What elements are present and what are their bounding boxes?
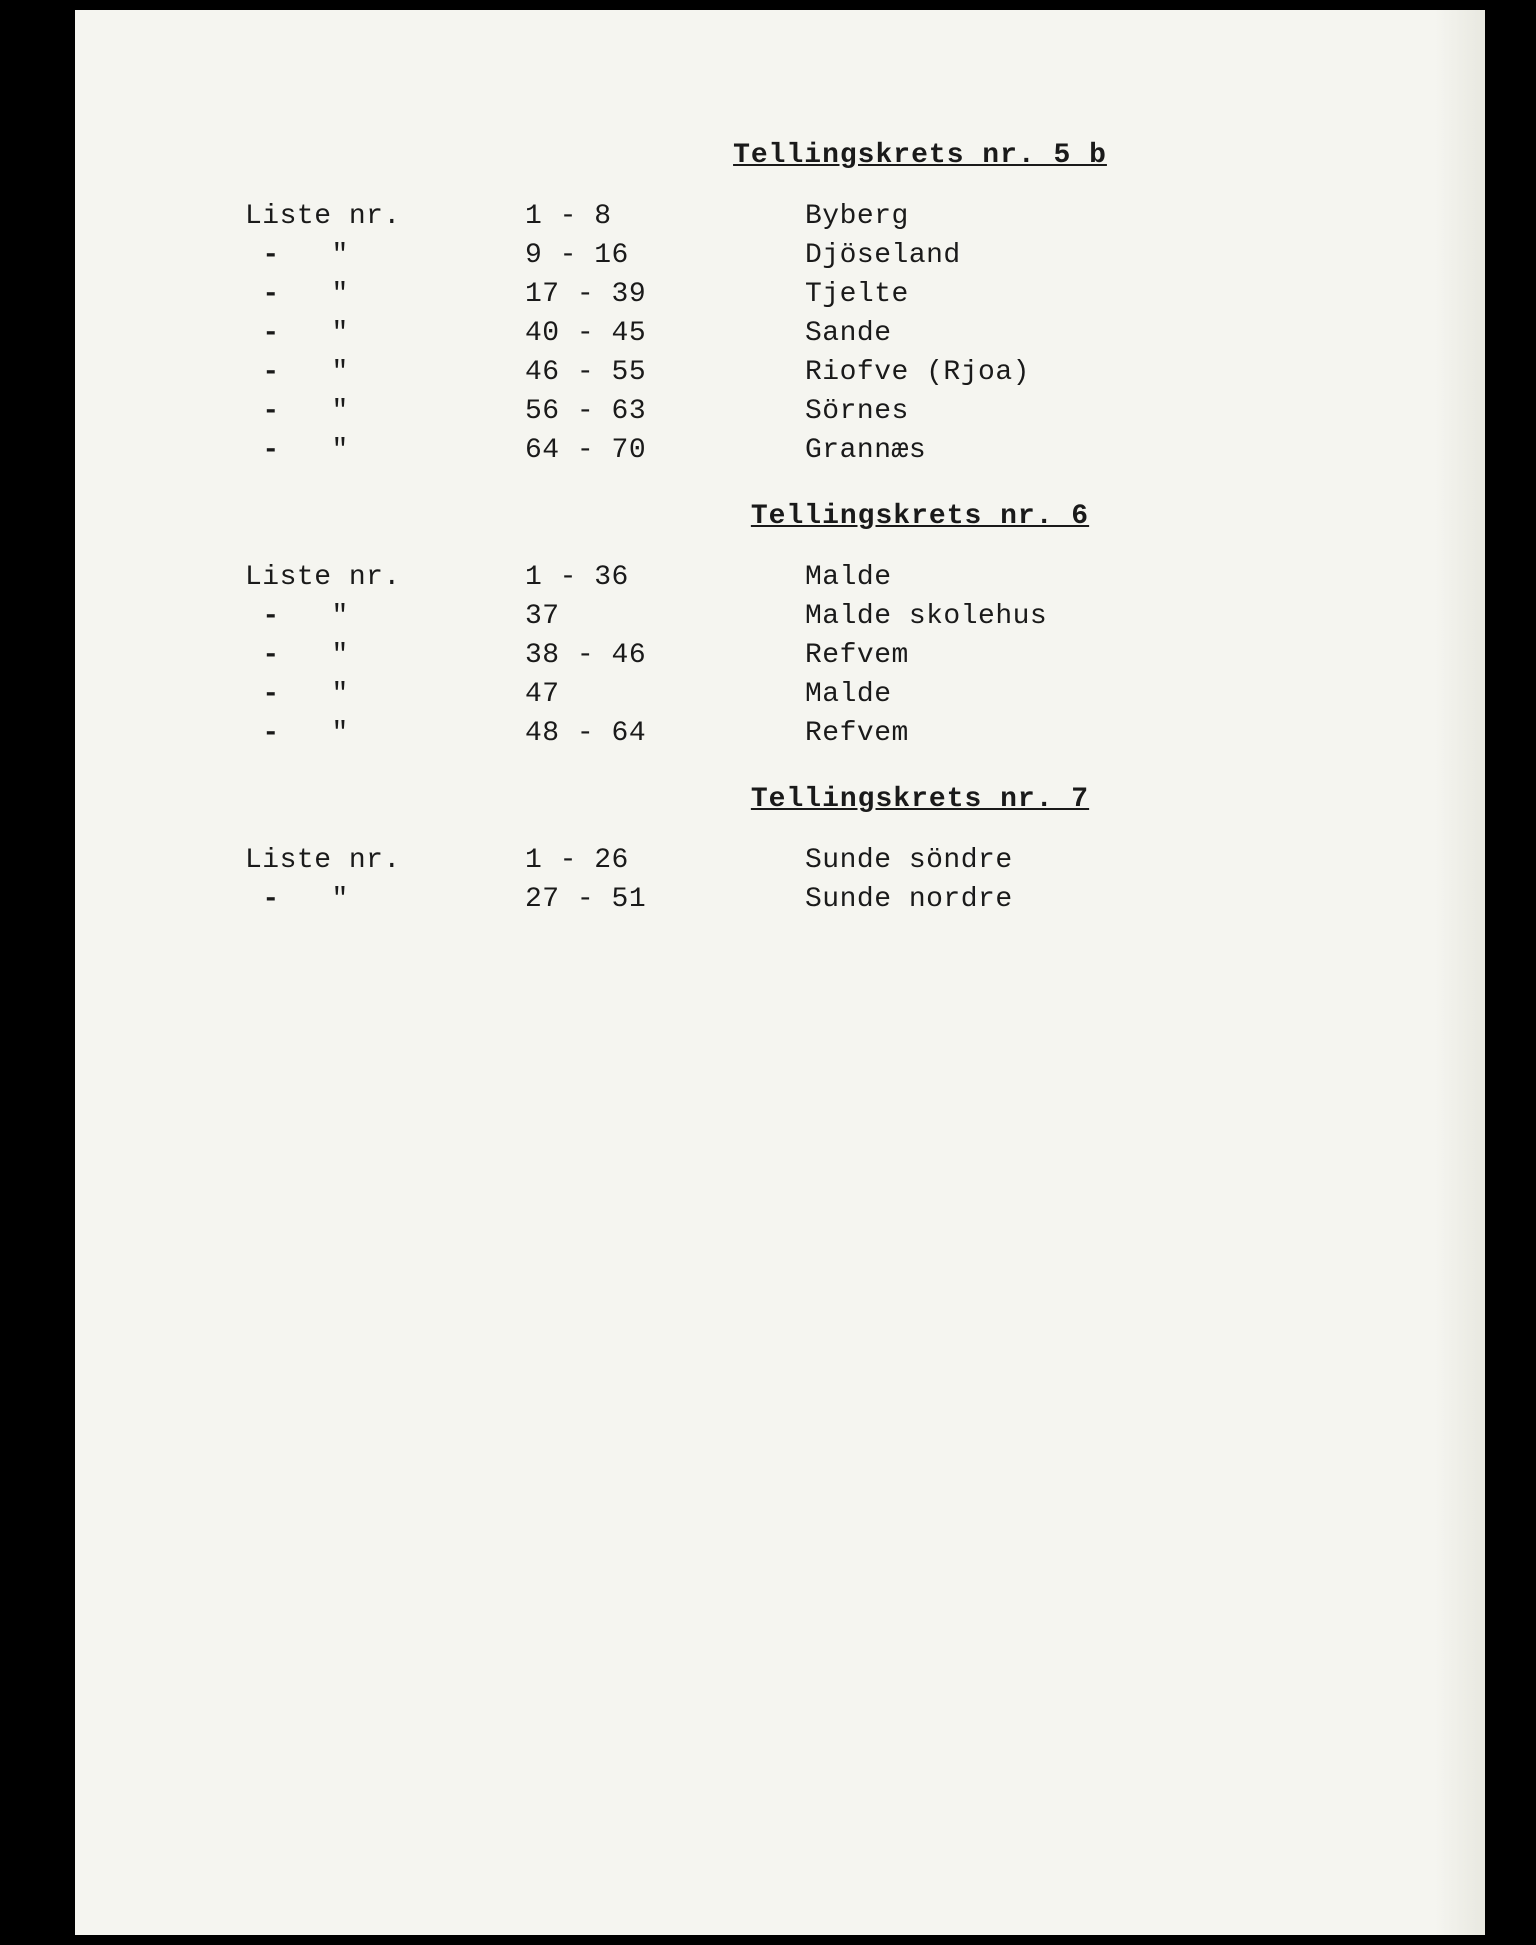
list-row: - " 64 - 70 Grannæs <box>245 435 1335 466</box>
row-range: 40 - 45 <box>525 318 805 349</box>
row-name: Refvem <box>805 640 1335 671</box>
list-row: Liste nr. 1 - 36 Malde <box>245 562 1335 593</box>
section-heading: Tellingskrets nr. 6 <box>505 501 1335 532</box>
row-name: Refvem <box>805 718 1335 749</box>
row-range: 17 - 39 <box>525 279 805 310</box>
row-range: 9 - 16 <box>525 240 805 271</box>
row-range: 46 - 55 <box>525 357 805 388</box>
list-row: - " 37 Malde skolehus <box>245 601 1335 632</box>
list-row: - " 40 - 45 Sande <box>245 318 1335 349</box>
row-name: Grannæs <box>805 435 1335 466</box>
ditto-mark: - " <box>245 240 525 271</box>
row-range: 1 - 36 <box>525 562 805 593</box>
row-label: Liste nr. <box>245 562 525 593</box>
ditto-mark: - " <box>245 718 525 749</box>
list-row: - " 27 - 51 Sunde nordre <box>245 884 1335 915</box>
section-heading: Tellingskrets nr. 7 <box>505 784 1335 815</box>
list-row: - " 9 - 16 Djöseland <box>245 240 1335 271</box>
row-name: Malde <box>805 679 1335 710</box>
row-range: 1 - 26 <box>525 845 805 876</box>
row-name: Byberg <box>805 201 1335 232</box>
row-range: 38 - 46 <box>525 640 805 671</box>
row-range: 56 - 63 <box>525 396 805 427</box>
row-range: 37 <box>525 601 805 632</box>
row-label: Liste nr. <box>245 845 525 876</box>
row-name: Sörnes <box>805 396 1335 427</box>
ditto-mark: - " <box>245 884 525 915</box>
list-row: - " 56 - 63 Sörnes <box>245 396 1335 427</box>
row-name: Sunde söndre <box>805 845 1335 876</box>
row-label: Liste nr. <box>245 201 525 232</box>
ditto-mark: - " <box>245 601 525 632</box>
row-range: 1 - 8 <box>525 201 805 232</box>
list-row: - " 48 - 64 Refvem <box>245 718 1335 749</box>
list-row: Liste nr. 1 - 26 Sunde söndre <box>245 845 1335 876</box>
row-range: 47 <box>525 679 805 710</box>
row-name: Malde skolehus <box>805 601 1335 632</box>
ditto-mark: - " <box>245 640 525 671</box>
row-name: Djöseland <box>805 240 1335 271</box>
row-range: 27 - 51 <box>525 884 805 915</box>
list-row: - " 47 Malde <box>245 679 1335 710</box>
list-row: Liste nr. 1 - 8 Byberg <box>245 201 1335 232</box>
ditto-mark: - " <box>245 679 525 710</box>
row-name: Malde <box>805 562 1335 593</box>
list-row: - " 46 - 55 Riofve (Rjoa) <box>245 357 1335 388</box>
list-row: - " 38 - 46 Refvem <box>245 640 1335 671</box>
ditto-mark: - " <box>245 435 525 466</box>
ditto-mark: - " <box>245 396 525 427</box>
row-range: 64 - 70 <box>525 435 805 466</box>
document-page: Tellingskrets nr. 5 b Liste nr. 1 - 8 By… <box>75 10 1485 1935</box>
ditto-mark: - " <box>245 318 525 349</box>
row-name: Tjelte <box>805 279 1335 310</box>
ditto-mark: - " <box>245 279 525 310</box>
list-row: - " 17 - 39 Tjelte <box>245 279 1335 310</box>
section-heading: Tellingskrets nr. 5 b <box>505 140 1335 171</box>
row-name: Sande <box>805 318 1335 349</box>
row-name: Riofve (Rjoa) <box>805 357 1335 388</box>
row-name: Sunde nordre <box>805 884 1335 915</box>
row-range: 48 - 64 <box>525 718 805 749</box>
ditto-mark: - " <box>245 357 525 388</box>
